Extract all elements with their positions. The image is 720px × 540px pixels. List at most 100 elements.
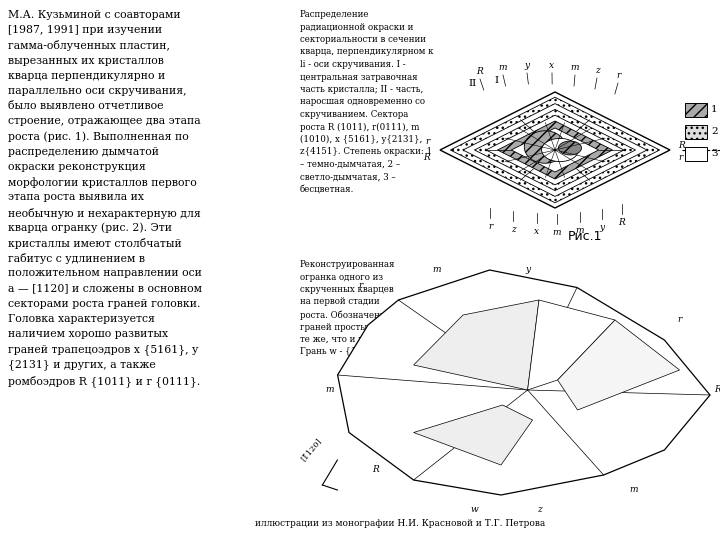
Text: x: x	[549, 61, 554, 70]
Text: y: y	[600, 223, 605, 232]
Text: m: m	[553, 228, 562, 237]
Text: те же, что и выше.: те же, что и выше.	[300, 335, 386, 344]
Polygon shape	[338, 270, 710, 495]
Text: r: r	[678, 153, 683, 163]
Text: I: I	[495, 76, 499, 85]
Text: светло-дымчатая, 3 –: светло-дымчатая, 3 –	[300, 172, 396, 181]
Text: r: r	[426, 138, 430, 146]
Text: иллюстрации из монографии Н.И. Красновой и Т.Г. Петрова: иллюстрации из монографии Н.И. Красновой…	[255, 519, 545, 528]
Text: было выявлено отчетливое: было выявлено отчетливое	[8, 101, 163, 111]
Text: R: R	[714, 386, 720, 395]
Text: a — [1120] и сложены в основном: a — [1120] и сложены в основном	[8, 284, 202, 294]
Text: m: m	[499, 63, 508, 72]
Text: роста. Обозначения: роста. Обозначения	[300, 310, 391, 320]
Text: гамма-облученных пластин,: гамма-облученных пластин,	[8, 40, 170, 51]
Text: Распределение: Распределение	[300, 10, 369, 19]
Text: распределению дымчатой: распределению дымчатой	[8, 147, 159, 157]
Text: кварца огранку (рис. 2). Эти: кварца огранку (рис. 2). Эти	[8, 223, 172, 233]
Polygon shape	[498, 121, 613, 179]
Text: Головка характеризуется: Головка характеризуется	[8, 314, 155, 324]
Polygon shape	[557, 320, 680, 410]
Text: x: x	[534, 227, 539, 236]
Text: этапа роста выявила их: этапа роста выявила их	[8, 192, 144, 202]
Text: r: r	[678, 315, 682, 325]
Text: радиационной окраски и: радиационной окраски и	[300, 23, 413, 31]
Text: кварца, перпендикулярном к: кварца, перпендикулярном к	[300, 48, 433, 57]
Text: {2131} и других, а также: {2131} и других, а также	[8, 360, 156, 370]
FancyBboxPatch shape	[685, 125, 707, 139]
Polygon shape	[486, 115, 624, 185]
Polygon shape	[474, 110, 636, 191]
Text: R: R	[678, 140, 685, 150]
Text: 3: 3	[711, 148, 718, 158]
Text: (1010), x {5161}, y{2131},: (1010), x {5161}, y{2131},	[300, 135, 423, 144]
Text: ромбоэдров R {1011} и r {0111}.: ромбоэдров R {1011} и r {0111}.	[8, 375, 200, 387]
Polygon shape	[413, 405, 533, 465]
Text: часть кристалла; II - часть,: часть кристалла; II - часть,	[300, 85, 423, 94]
Text: y: y	[525, 266, 530, 274]
Text: строение, отражающее два этапа: строение, отражающее два этапа	[8, 117, 201, 126]
Text: m: m	[432, 266, 441, 274]
Text: на первой стадии: на первой стадии	[300, 298, 379, 307]
Text: бесцветная.: бесцветная.	[300, 185, 354, 194]
Text: [1̄120]: [1̄120]	[299, 437, 323, 463]
Polygon shape	[413, 300, 539, 390]
Text: скручиванием. Сектора: скручиванием. Сектора	[300, 110, 408, 119]
Text: m: m	[571, 63, 580, 72]
Text: r: r	[359, 280, 363, 289]
Text: z: z	[595, 66, 599, 75]
Text: вырезанных их кристаллов: вырезанных их кристаллов	[8, 56, 164, 65]
Polygon shape	[450, 97, 660, 203]
Ellipse shape	[524, 131, 566, 163]
Text: 1: 1	[711, 105, 718, 113]
Text: R: R	[618, 218, 626, 227]
Text: М.А. Кузьминой с соавторами: М.А. Кузьминой с соавторами	[8, 10, 181, 20]
Text: [1987, 1991] при изучении: [1987, 1991] при изучении	[8, 25, 162, 35]
Text: z: z	[510, 225, 516, 234]
Text: r: r	[616, 71, 620, 80]
Text: морфологии кристаллов первого: морфологии кристаллов первого	[8, 177, 197, 188]
Text: r: r	[488, 222, 492, 231]
Text: z{4151}. Степень окраски: 1: z{4151}. Степень окраски: 1	[300, 147, 432, 157]
Text: кристаллы имеют столбчатый: кристаллы имеют столбчатый	[8, 238, 181, 249]
Ellipse shape	[541, 138, 578, 161]
Text: m: m	[630, 485, 638, 495]
Polygon shape	[528, 300, 615, 390]
Text: положительном направлении оси: положительном направлении оси	[8, 268, 202, 279]
Text: кварца перпендикулярно и: кварца перпендикулярно и	[8, 71, 166, 81]
Text: m: m	[325, 386, 334, 395]
Polygon shape	[440, 92, 670, 208]
Text: наличием хорошо развитых: наличием хорошо развитых	[8, 329, 168, 339]
Text: наросшая одновременно со: наросшая одновременно со	[300, 98, 425, 106]
Text: R: R	[423, 153, 430, 163]
Text: – темно-дымчатая, 2 –: – темно-дымчатая, 2 –	[300, 160, 400, 169]
Text: окраски реконструкция: окраски реконструкция	[8, 162, 145, 172]
Text: w: w	[471, 505, 478, 515]
Text: граней трапецоэдров x {5161}, y: граней трапецоэдров x {5161}, y	[8, 345, 198, 355]
Text: z: z	[536, 505, 541, 515]
Text: габитус с удлинением в: габитус с удлинением в	[8, 253, 145, 264]
Text: 2: 2	[711, 126, 718, 136]
Text: m: m	[576, 226, 584, 235]
Text: II: II	[469, 79, 477, 88]
Text: роста (рис. 1). Выполненная по: роста (рис. 1). Выполненная по	[8, 132, 189, 142]
Text: параллельно оси скручивания,: параллельно оси скручивания,	[8, 86, 186, 96]
Text: огранка одного из: огранка одного из	[300, 273, 383, 281]
Text: li - оси скручивания. I -: li - оси скручивания. I -	[300, 60, 405, 69]
Text: Рис.1: Рис.1	[568, 230, 602, 243]
Text: секториальности в сечении: секториальности в сечении	[300, 35, 426, 44]
Text: скрученных кварцев: скрученных кварцев	[300, 285, 394, 294]
Polygon shape	[511, 128, 599, 172]
FancyBboxPatch shape	[685, 147, 707, 161]
Text: Грань w - {19.3.16.2}.: Грань w - {19.3.16.2}.	[300, 348, 400, 356]
Text: R: R	[477, 67, 483, 76]
Ellipse shape	[559, 141, 582, 155]
Text: необычную и нехарактерную для: необычную и нехарактерную для	[8, 207, 201, 219]
Text: роста R (1011), r(0111), m: роста R (1011), r(0111), m	[300, 123, 419, 132]
Polygon shape	[463, 104, 647, 197]
FancyBboxPatch shape	[685, 103, 707, 117]
Text: центральная затравочная: центральная затравочная	[300, 72, 418, 82]
Text: y: y	[524, 61, 530, 70]
Text: секторами роста граней головки.: секторами роста граней головки.	[8, 299, 200, 309]
Text: Реконструированная: Реконструированная	[300, 260, 395, 269]
